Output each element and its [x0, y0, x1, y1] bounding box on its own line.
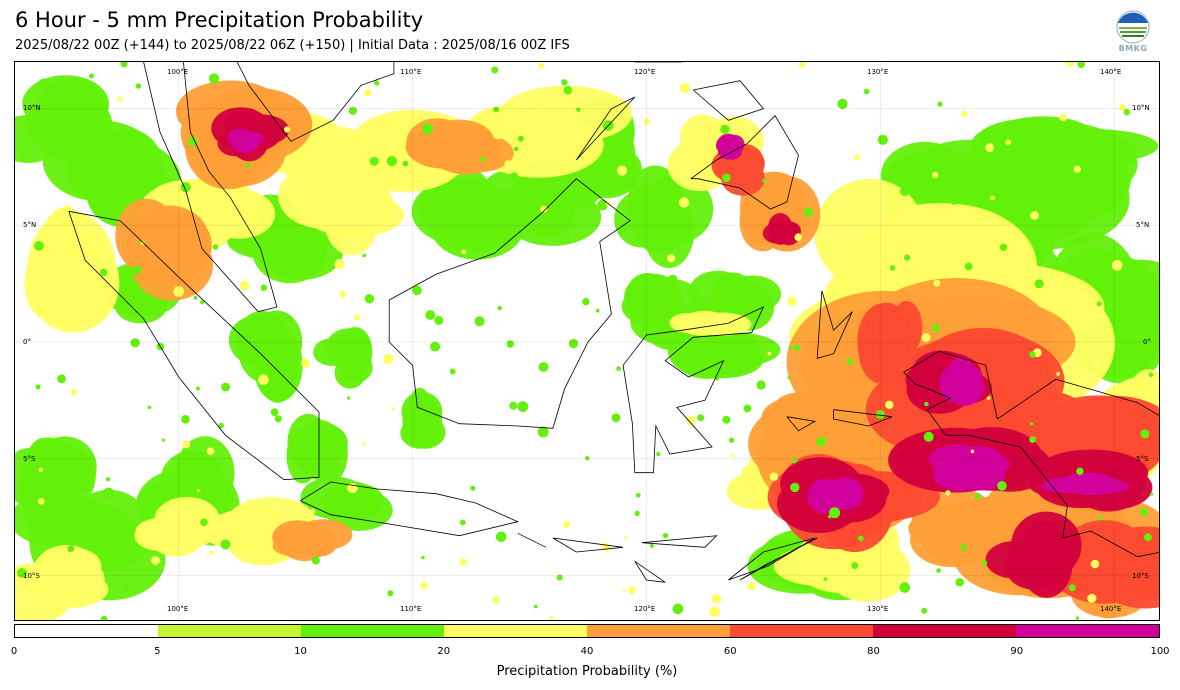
probability-blob: [1041, 472, 1130, 496]
coastline: [833, 409, 893, 427]
bmkg-logo-text: BMKG: [1118, 44, 1148, 53]
lat-label-right-0: 0°: [1143, 338, 1151, 346]
probability-blob: [278, 163, 405, 256]
lat-label-left-5s: 5°S: [23, 455, 36, 463]
colorbar-title: Precipitation Probability (%): [496, 664, 678, 679]
colorbar-segment: [444, 625, 587, 637]
coastline: [68, 210, 320, 481]
coastline: [739, 537, 818, 581]
colorbar-tick-label: 5: [154, 646, 161, 657]
colorbar-tick-label: 20: [437, 646, 451, 657]
coastline: [575, 96, 636, 161]
probability-blob: [42, 120, 182, 230]
coastline: [692, 80, 765, 121]
coastline: [236, 62, 395, 142]
coastline: [903, 350, 1159, 558]
probability-blob: [286, 413, 348, 485]
probability-blob: [807, 477, 864, 514]
probability-blob: [971, 116, 1159, 175]
map-title: 6 Hour - 5 mm Precipitation Probability: [15, 8, 424, 32]
probability-blob: [134, 497, 222, 557]
probability-blob: [400, 387, 446, 449]
colorbar-segment: [730, 625, 873, 637]
lon-label-top-120: 120°E: [634, 68, 656, 76]
probability-blob: [272, 519, 353, 562]
lon-label-top-110: 110°E: [400, 68, 422, 76]
coastline: [622, 306, 765, 474]
colorbar-segment: [873, 625, 1016, 637]
coastline: [300, 481, 520, 537]
probability-blob: [227, 128, 265, 153]
probability-blob: [939, 357, 985, 406]
lat-label-left-5n: 5°N: [23, 221, 37, 229]
coastline: [786, 416, 817, 432]
lat-label-left-10s: 10°S: [23, 572, 40, 580]
probability-blob: [716, 133, 745, 160]
coastline: [552, 537, 624, 553]
probability-blob: [228, 310, 303, 403]
probability-blob: [857, 301, 923, 384]
colorbar-segment: [158, 625, 301, 637]
lat-label-left-10n: 10°N: [23, 104, 41, 112]
probability-blob: [688, 270, 782, 331]
lat-label-right-5n: 5°N: [1136, 221, 1150, 229]
coastline: [641, 535, 718, 548]
colorbar-segment: [15, 625, 158, 637]
probability-blob: [15, 545, 109, 620]
probability-blob: [15, 489, 166, 601]
colorbar-segment: [587, 625, 730, 637]
probability-blob: [411, 164, 527, 260]
coastlines: [68, 62, 1159, 583]
probability-blob: [928, 444, 1010, 492]
bmkg-logo-icon: [1116, 10, 1150, 44]
lon-label-bottom-120: 120°E: [634, 605, 656, 613]
colorbar-tick-label: 100: [1150, 646, 1170, 657]
colorbar-segment: [301, 625, 444, 637]
precipitation-map: 100°E 110°E 120°E 130°E 140°E 100°E 110°…: [14, 61, 1160, 621]
lat-label-left-0: 0°: [23, 338, 31, 346]
probability-speckles: [17, 62, 1154, 620]
coastline: [634, 560, 666, 583]
probability-field: [15, 62, 1159, 620]
lon-label-bottom-100: 100°E: [167, 605, 189, 613]
probability-blob: [762, 213, 801, 246]
lon-label-bottom-130: 130°E: [867, 605, 889, 613]
probability-blob: [614, 165, 714, 269]
colorbar-tick-label: 60: [723, 646, 737, 657]
colorbar-tick-label: 0: [10, 646, 18, 657]
coastline: [816, 290, 853, 359]
lon-label-bottom-110: 110°E: [400, 605, 422, 613]
colorbar: [14, 624, 1160, 638]
lat-label-right-10s: 10°S: [1132, 572, 1149, 580]
map-canvas: [15, 62, 1159, 620]
lon-label-top-140: 140°E: [1100, 68, 1122, 76]
lat-label-right-5s: 5°S: [1136, 455, 1149, 463]
coastline: [143, 62, 278, 313]
colorbar-tick-label: 80: [867, 646, 880, 657]
colorbar-tick-label: 40: [580, 646, 594, 657]
lon-label-bottom-140: 140°E: [1100, 605, 1122, 613]
probability-blob: [24, 207, 120, 333]
lat-label-right-10n: 10°N: [1132, 104, 1150, 112]
colorbar-segment: [1016, 625, 1159, 637]
map-subtitle: 2025/08/22 00Z (+144) to 2025/08/22 06Z …: [15, 38, 570, 53]
probability-blob: [313, 327, 373, 389]
bmkg-logo: BMKG: [1113, 10, 1153, 56]
lon-label-top-130: 130°E: [867, 68, 889, 76]
gridlines: [15, 62, 1159, 620]
colorbar-tick-label: 90: [1010, 646, 1024, 657]
probability-blob: [115, 198, 213, 301]
coastline: [517, 532, 547, 548]
colorbar-tick-label: 10: [294, 646, 307, 657]
lon-label-top-100: 100°E: [167, 68, 189, 76]
probability-blob: [405, 118, 514, 175]
coastline: [690, 115, 799, 210]
coastline: [388, 178, 631, 429]
